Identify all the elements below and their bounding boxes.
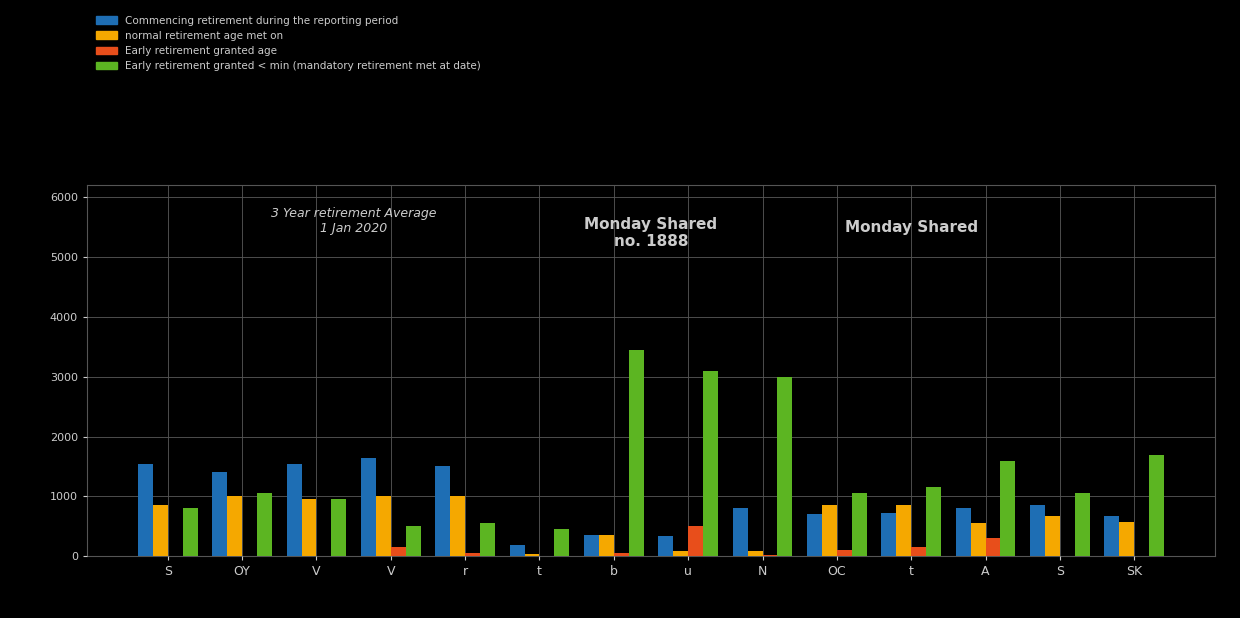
Text: 3 Year retirement Average
1 Jan 2020: 3 Year retirement Average 1 Jan 2020: [270, 207, 436, 235]
Text: Monday Shared
no. 1888: Monday Shared no. 1888: [584, 217, 718, 250]
Bar: [554, 529, 569, 556]
Bar: [673, 551, 688, 556]
Bar: [331, 499, 346, 556]
Bar: [1149, 454, 1164, 556]
Bar: [182, 509, 197, 556]
Bar: [837, 550, 852, 556]
Bar: [138, 464, 153, 556]
Bar: [465, 553, 480, 556]
Bar: [807, 514, 822, 556]
Text: Monday Shared: Monday Shared: [844, 220, 977, 235]
Bar: [748, 551, 763, 556]
Bar: [703, 371, 718, 556]
Bar: [301, 499, 316, 556]
Bar: [733, 509, 748, 556]
Bar: [212, 473, 227, 556]
Bar: [257, 493, 272, 556]
Bar: [1001, 460, 1016, 556]
Bar: [971, 523, 986, 556]
Bar: [1120, 522, 1135, 556]
Bar: [1045, 515, 1060, 556]
Bar: [897, 506, 911, 556]
Bar: [391, 547, 405, 556]
Bar: [435, 467, 450, 556]
Bar: [1105, 515, 1120, 556]
Bar: [525, 554, 539, 556]
Bar: [614, 553, 629, 556]
Bar: [1030, 506, 1045, 556]
Bar: [584, 535, 599, 556]
Legend: Commencing retirement during the reporting period, normal retirement age met on,: Commencing retirement during the reporti…: [92, 11, 485, 75]
Bar: [911, 547, 926, 556]
Bar: [510, 546, 525, 556]
Bar: [450, 496, 465, 556]
Bar: [1075, 493, 1090, 556]
Bar: [227, 496, 242, 556]
Bar: [882, 513, 897, 556]
Bar: [376, 496, 391, 556]
Bar: [763, 555, 777, 556]
Bar: [986, 538, 1001, 556]
Bar: [926, 488, 941, 556]
Bar: [822, 506, 837, 556]
Bar: [658, 536, 673, 556]
Bar: [852, 493, 867, 556]
Bar: [286, 464, 301, 556]
Bar: [480, 523, 495, 556]
Bar: [599, 535, 614, 556]
Bar: [777, 377, 792, 556]
Bar: [153, 506, 167, 556]
Bar: [629, 350, 644, 556]
Bar: [361, 457, 376, 556]
Bar: [688, 527, 703, 556]
Bar: [405, 527, 420, 556]
Bar: [956, 509, 971, 556]
